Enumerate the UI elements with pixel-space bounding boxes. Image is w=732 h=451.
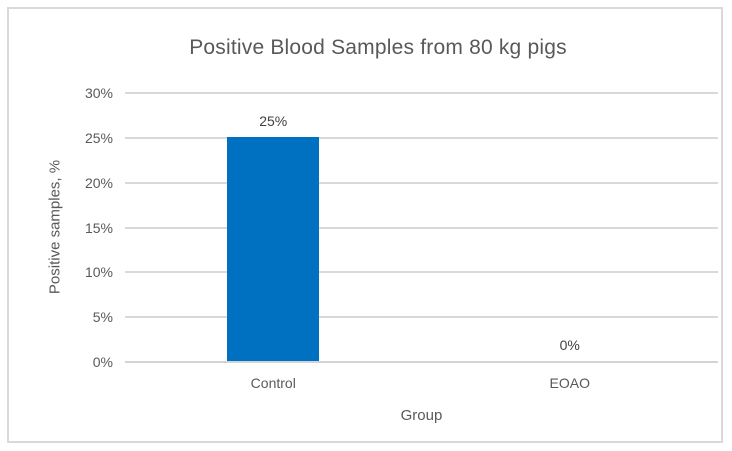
bar-value-label-eoao: 0% (559, 337, 580, 353)
gridline (125, 316, 718, 319)
bar-value-label-control: 25% (259, 112, 288, 129)
y-tick-label: 30% (84, 85, 113, 101)
x-axis-line (125, 361, 718, 363)
bar-control (227, 136, 320, 361)
y-tick-label: 0% (92, 354, 113, 370)
y-tick-label: 20% (84, 174, 113, 191)
chart-frame: Positive Blood Samples from 80 kg pigs P… (7, 7, 723, 443)
x-axis-title: Group (400, 407, 443, 424)
plot-area: 25% 0% (125, 92, 718, 363)
x-category-label-eoao: EOAO (549, 375, 590, 391)
gridline (125, 271, 718, 274)
chart-title: Positive Blood Samples from 80 kg pigs (189, 36, 567, 59)
gridline (125, 136, 718, 139)
y-tick-label: 5% (92, 309, 113, 326)
x-category-label-control: Control (250, 375, 296, 391)
gridline (125, 92, 718, 94)
y-tick-label: 10% (84, 264, 113, 281)
y-tick-label: 15% (84, 219, 113, 236)
gridline (125, 181, 718, 184)
gridline (125, 226, 718, 229)
y-tick-label: 25% (84, 129, 113, 146)
